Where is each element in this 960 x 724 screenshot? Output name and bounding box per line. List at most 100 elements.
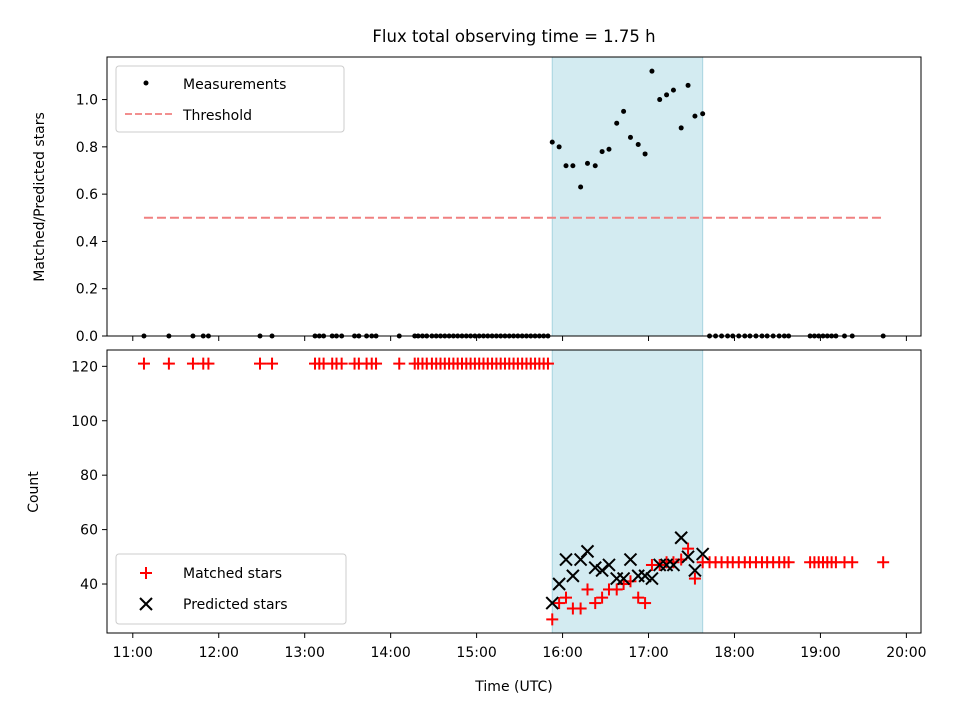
predicted-star-point bbox=[666, 558, 681, 572]
measurement-point bbox=[678, 125, 684, 131]
x-tick-label: 20:00 bbox=[886, 645, 926, 661]
legend-predicted-stars-marker bbox=[139, 597, 153, 611]
x-tick-label: 11:00 bbox=[113, 645, 153, 661]
matched-star-point bbox=[254, 357, 267, 370]
bottom-shaded-interval bbox=[551, 349, 704, 634]
matched-star-point bbox=[541, 357, 554, 370]
x-tick-label: 14:00 bbox=[370, 645, 410, 661]
y-tick-label: 60 bbox=[80, 523, 98, 539]
measurement-point bbox=[578, 184, 584, 190]
top-legend: Measurements Threshold bbox=[115, 65, 345, 133]
predicted-star-point bbox=[559, 552, 573, 567]
y-tick-label: 0.6 bbox=[76, 187, 98, 203]
predicted-star-point bbox=[580, 544, 595, 559]
matched-star-point bbox=[617, 578, 630, 591]
matched-star-point bbox=[266, 357, 279, 370]
measurement-point bbox=[670, 87, 676, 93]
measurement-point bbox=[549, 139, 555, 145]
y-tick-label: 80 bbox=[80, 468, 98, 484]
bottom-legend-box bbox=[115, 553, 347, 625]
bottom-y-axis-label: Count bbox=[26, 471, 42, 513]
predicted-star-point bbox=[588, 560, 602, 575]
x-tick-label: 17:00 bbox=[628, 645, 668, 661]
y-tick-label: 0.8 bbox=[76, 140, 98, 156]
measurement-point bbox=[556, 144, 562, 150]
measurement-point bbox=[584, 160, 590, 166]
top-plot-frame bbox=[106, 56, 922, 337]
y-tick-label: 1.0 bbox=[76, 93, 98, 109]
x-tick-label: 18:00 bbox=[714, 645, 754, 661]
matched-star-point bbox=[393, 357, 406, 370]
matched-star-point bbox=[581, 583, 594, 596]
legend-predicted-stars-label: Predicted stars bbox=[183, 597, 288, 613]
measurement-point bbox=[685, 82, 691, 88]
bottom-x-ticks: 11:00 12:00 13:00 14:00 15:00 16:00 17:00 18:00… bbox=[113, 633, 927, 661]
measurement-point bbox=[614, 120, 620, 126]
predicted-star-point bbox=[552, 577, 566, 591]
top-legend-box bbox=[115, 65, 345, 133]
y-tick-label: 40 bbox=[80, 577, 98, 593]
predicted-star-point bbox=[595, 563, 609, 578]
matched-star-point bbox=[682, 542, 695, 555]
predicted-star-point bbox=[638, 569, 652, 583]
y-tick-label: 120 bbox=[71, 359, 98, 375]
predicted-star-point bbox=[545, 596, 559, 610]
measurement-point bbox=[592, 163, 598, 169]
chart-title: Flux total observing time = 1.75 h bbox=[372, 27, 655, 46]
matched-star-point bbox=[335, 357, 348, 370]
bottom-plot-frame bbox=[106, 349, 922, 634]
measurement-point bbox=[649, 68, 655, 74]
measurement-point bbox=[606, 146, 612, 152]
x-tick-label: 19:00 bbox=[800, 645, 840, 661]
legend-threshold-label: Threshold bbox=[182, 108, 252, 124]
predicted-star-point bbox=[695, 547, 710, 561]
x-tick-label: 15:00 bbox=[456, 645, 496, 661]
predicted-star-point bbox=[623, 552, 638, 567]
measurement-point bbox=[692, 113, 698, 119]
matched-star-point bbox=[846, 556, 859, 569]
top-y-axis-label: Matched/Predicted stars bbox=[32, 112, 48, 282]
bottom-legend: Matched stars Predicted stars bbox=[115, 553, 347, 625]
matched-star-point bbox=[688, 572, 701, 585]
x-tick-label: 12:00 bbox=[199, 645, 239, 661]
measurement-point bbox=[657, 97, 663, 103]
matched-star-point bbox=[162, 357, 175, 370]
measurement-point bbox=[700, 111, 706, 117]
matched-star-point bbox=[610, 583, 623, 596]
top-x-ticks bbox=[132, 336, 907, 341]
top-y-ticks: 0.0 0.2 0.4 0.6 0.8 1.0 bbox=[76, 93, 107, 345]
matched-star-point bbox=[546, 613, 559, 626]
predicted-star-point bbox=[602, 558, 616, 572]
legend-matched-stars-marker bbox=[140, 567, 152, 579]
legend-measurements-marker bbox=[143, 80, 149, 86]
measurement-point bbox=[642, 151, 648, 157]
measurement-point bbox=[664, 92, 670, 98]
measurement-point bbox=[621, 108, 627, 114]
bottom-panel: 11:00 12:00 13:00 14:00 15:00 16:00 17:00 18:00… bbox=[26, 349, 927, 695]
predicted-star-point bbox=[616, 571, 631, 586]
matched-star-point bbox=[560, 591, 573, 604]
bottom-y-ticks: 40 60 80 100 120 bbox=[71, 359, 107, 593]
predicted-star-point bbox=[566, 569, 580, 583]
measurement-point bbox=[570, 163, 576, 169]
measurement-point bbox=[635, 141, 641, 147]
matched-star-point bbox=[639, 597, 652, 610]
y-tick-label: 0.2 bbox=[76, 282, 98, 298]
predicted-star-point bbox=[674, 531, 688, 545]
matched-star-point bbox=[370, 357, 383, 370]
top-shaded-interval bbox=[551, 56, 704, 337]
matched-star-point bbox=[877, 556, 890, 569]
legend-measurements-label: Measurements bbox=[183, 77, 286, 93]
matched-star-point bbox=[632, 591, 645, 604]
measurement-point bbox=[563, 163, 569, 169]
top-panel: 0.0 0.2 0.4 0.6 0.8 1.0 Matched/Predicted sta… bbox=[32, 56, 922, 345]
legend-matched-stars-label: Matched stars bbox=[183, 566, 282, 582]
predicted-star-point bbox=[645, 571, 659, 586]
y-tick-label: 100 bbox=[71, 414, 98, 430]
measurement-point bbox=[627, 134, 633, 140]
matched-star-point bbox=[596, 591, 609, 604]
x-axis-label: Time (UTC) bbox=[474, 679, 552, 695]
measurement-point bbox=[599, 149, 605, 155]
matched-star-point bbox=[137, 357, 150, 370]
